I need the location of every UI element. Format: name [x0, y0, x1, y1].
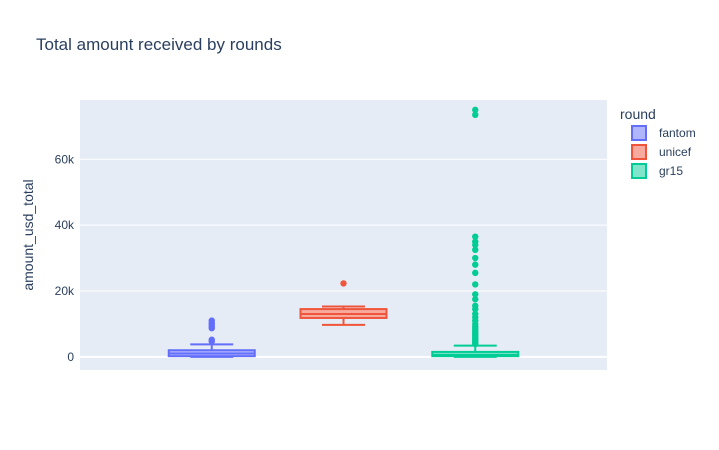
outlier-point: [472, 254, 479, 262]
outlier-point: [472, 238, 479, 245]
plot-area: [80, 100, 607, 370]
outlier-point: [208, 317, 215, 324]
outlier-point: [472, 246, 479, 254]
box-gr15: [431, 106, 520, 358]
legend-item-gr15[interactable]: gr15: [631, 163, 683, 179]
legend-label: unicef: [659, 145, 692, 159]
outlier-point: [472, 106, 479, 114]
y-tick-label: 60k: [55, 152, 75, 166]
outlier-point: [472, 310, 479, 318]
legend-swatch: [631, 163, 647, 179]
y-tick-label: 20k: [55, 284, 75, 298]
y-tick-labels: 0 20k 40k 60k: [55, 152, 75, 364]
legend-swatch: [631, 144, 647, 160]
outlier-point: [472, 296, 479, 303]
chart-title: Total amount received by rounds: [36, 35, 282, 54]
legend-label: gr15: [659, 164, 683, 178]
y-tick-label: 40k: [55, 218, 75, 232]
legend-title: round: [620, 106, 656, 122]
y-axis-title: amount_usd_total: [20, 179, 36, 290]
legend-swatch: [631, 125, 647, 141]
legend-item-fantom[interactable]: fantom: [631, 125, 696, 141]
outlier-point: [472, 291, 479, 298]
outlier-point: [472, 281, 479, 288]
outlier-point: [340, 280, 347, 287]
outlier-point: [472, 269, 479, 277]
legend-label: fantom: [659, 126, 696, 140]
legend[interactable]: fantom unicef gr15: [631, 125, 696, 179]
legend-item-unicef[interactable]: unicef: [631, 144, 692, 160]
outlier-point: [472, 233, 479, 240]
box-unicef: [299, 280, 388, 326]
y-tick-label: 0: [67, 350, 74, 364]
outlier-point: [472, 261, 479, 268]
outlier-point: [472, 111, 479, 119]
outlier-point: [208, 336, 215, 343]
outlier-point: [472, 302, 479, 309]
box-series: [167, 106, 520, 358]
box-fantom: [167, 317, 256, 358]
